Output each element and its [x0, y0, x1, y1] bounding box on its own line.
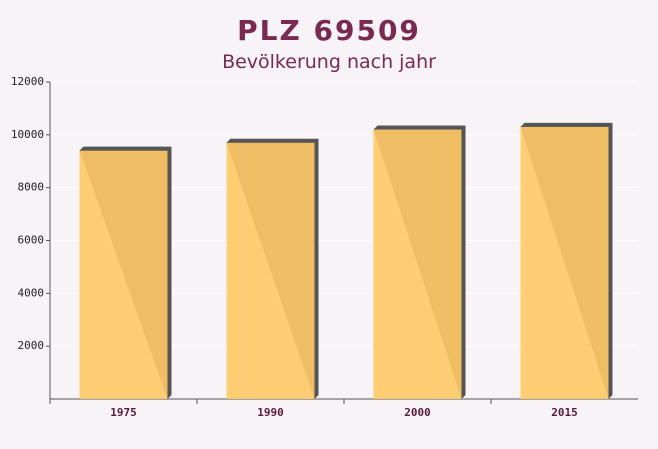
bar	[373, 129, 462, 400]
y-tick-label: 10000	[11, 128, 44, 141]
bar	[79, 150, 168, 399]
y-tick-label: 4000	[18, 286, 45, 299]
x-tick-label: 1990	[257, 406, 284, 419]
y-tick-label: 2000	[18, 339, 45, 352]
x-tick-label: 2000	[404, 406, 431, 419]
x-tick-label: 2015	[551, 406, 578, 419]
chart-subtitle: Bevölkerung nach jahr	[222, 51, 436, 73]
y-tick-label: 8000	[18, 181, 45, 194]
y-tick-label: 12000	[11, 75, 44, 88]
x-tick-label: 1975	[110, 406, 137, 419]
bar	[520, 126, 609, 400]
bar	[226, 142, 315, 399]
y-tick-label: 6000	[18, 234, 45, 247]
chart-title: PLZ 69509	[237, 14, 421, 47]
